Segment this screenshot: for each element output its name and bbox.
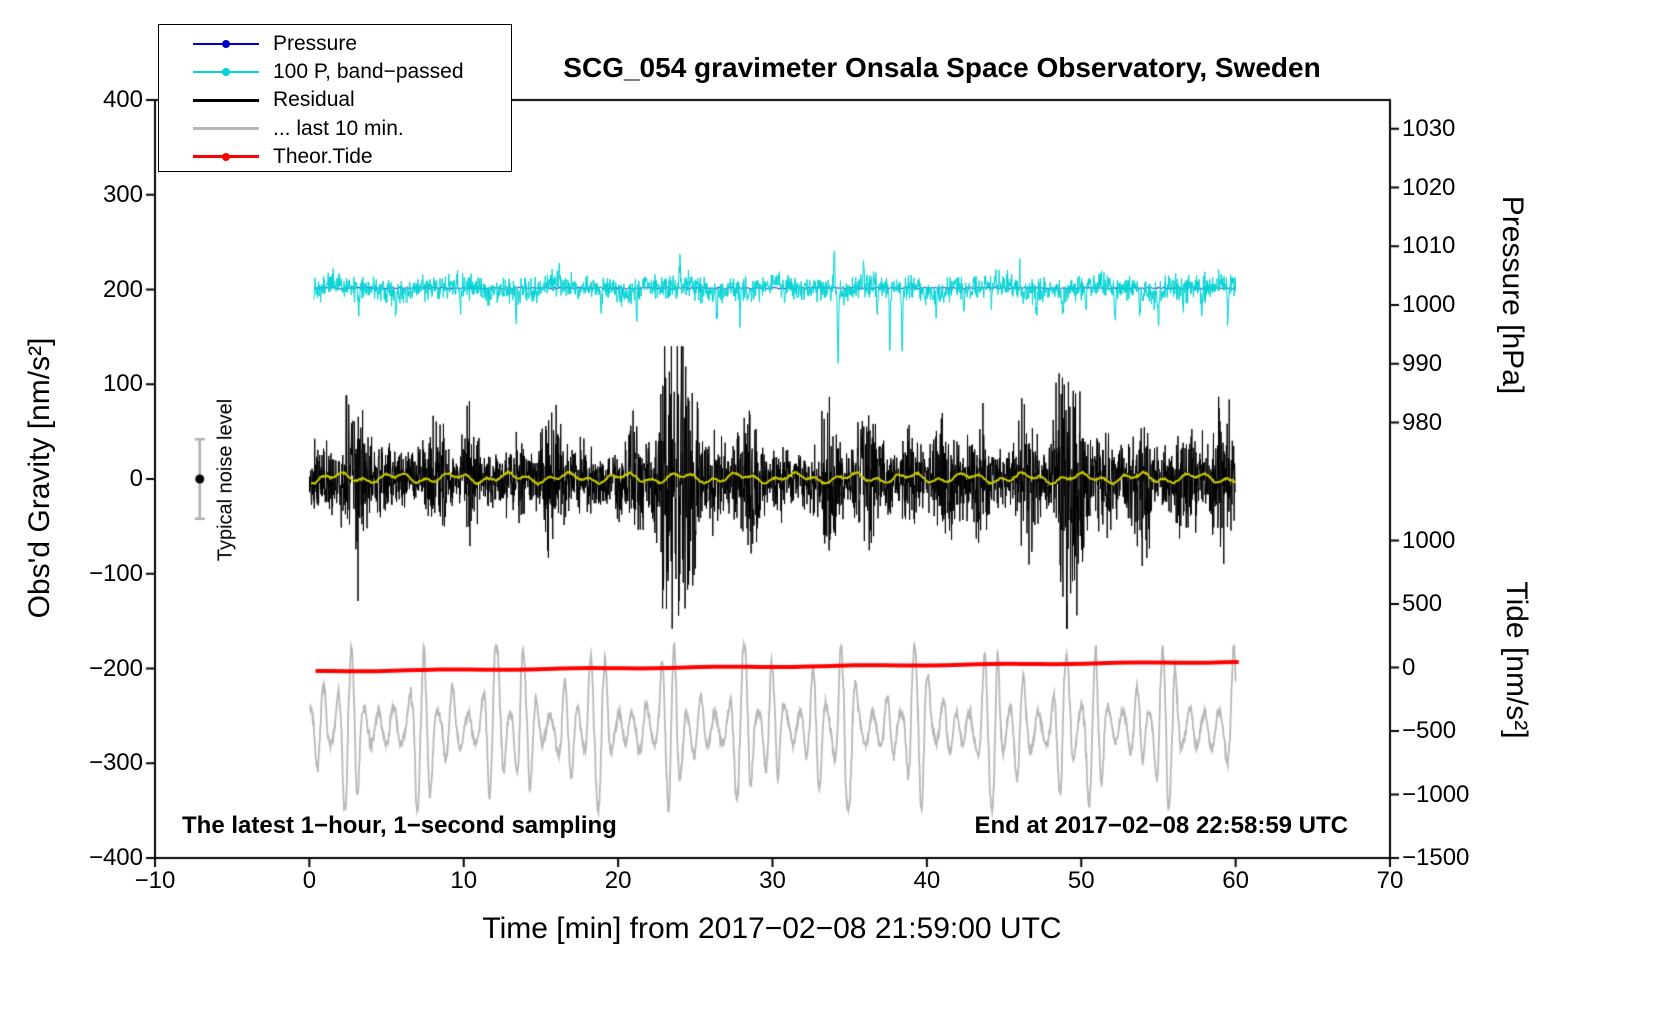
legend-item-label: Theor.Tide [273,144,373,168]
legend-line-sample [193,40,259,48]
tick-label: −400 [88,844,143,871]
tick-label: 10 [450,867,478,894]
tick-label: −500 [1402,717,1457,745]
legend-line [193,127,259,131]
legend-line [193,98,259,102]
tick-label: −10 [134,867,176,894]
tick-label: 60 [1222,867,1249,894]
tick-label: 1020 [1402,173,1456,201]
legend-dot-icon [222,152,230,161]
legend-item: Pressure [159,30,511,58]
legend-item: ... last 10 min. [159,115,511,143]
tick-label: 0 [129,465,143,492]
tick-label: 0 [302,867,317,894]
legend-dot-icon [222,40,230,48]
tick-label: 500 [1402,590,1443,618]
sampling-note: The latest 1−hour, 1−second sampling [182,812,617,839]
tick-label: 300 [102,180,143,208]
legend-item-label: Pressure [273,32,358,55]
noise-level-label: Typical noise level [214,398,237,562]
tick-label: 400 [102,86,143,113]
legend-line-sample [193,127,259,131]
tick-label: 70 [1376,867,1404,894]
x-axis-label: Time [min] from 2017−02−08 21:59:00 UTC [482,912,1062,945]
end-time-note: End at 2017−02−08 22:58:59 UTC [974,812,1348,839]
tick-label: 50 [1067,867,1095,894]
tick-label: 1010 [1402,232,1456,260]
legend: Pressure 100 P, band−passed Residual ... la… [158,24,512,172]
legend-line-sample [193,98,259,102]
legend-dot-icon [222,68,230,77]
tick-label: 0 [1402,653,1416,681]
tick-label: −1000 [1402,780,1470,808]
legend-item-label: 100 P, band−passed [273,60,464,84]
chart-title: SCG_054 gravimeter Onsala Space Observat… [563,52,1321,83]
y-axis-label-gravity: Obs'd Gravity [nm/s²] [23,337,56,619]
tick-label: −1500 [1402,844,1470,871]
tick-label: 980 [1402,408,1443,436]
legend-item: 100 P, band−passed [159,58,511,86]
legend-item: Theor.Tide [159,143,511,171]
tick-label: 990 [1402,349,1443,377]
legend-item: Residual [159,86,511,114]
tick-label: 200 [102,275,143,303]
tick-label: −200 [88,654,143,682]
tick-label: 20 [604,867,632,894]
y-axis-label-pressure: Pressure [hPa] [1496,195,1529,395]
tick-label: 1000 [1402,291,1456,319]
tick-label: 1000 [1402,526,1456,554]
legend-item-label: ... last 10 min. [273,116,404,140]
legend-line-sample [193,152,259,161]
tick-label: 30 [759,867,786,894]
legend-item-label: Residual [273,88,355,112]
y-axis-label-tide: Tide [nm/s²] [1500,581,1533,739]
tick-label: 40 [913,867,941,894]
tick-label: −100 [88,559,143,587]
tick-label: 100 [102,370,143,398]
legend-line-sample [193,68,259,77]
tick-label: 1030 [1402,114,1456,142]
tick-label: −300 [88,749,143,777]
